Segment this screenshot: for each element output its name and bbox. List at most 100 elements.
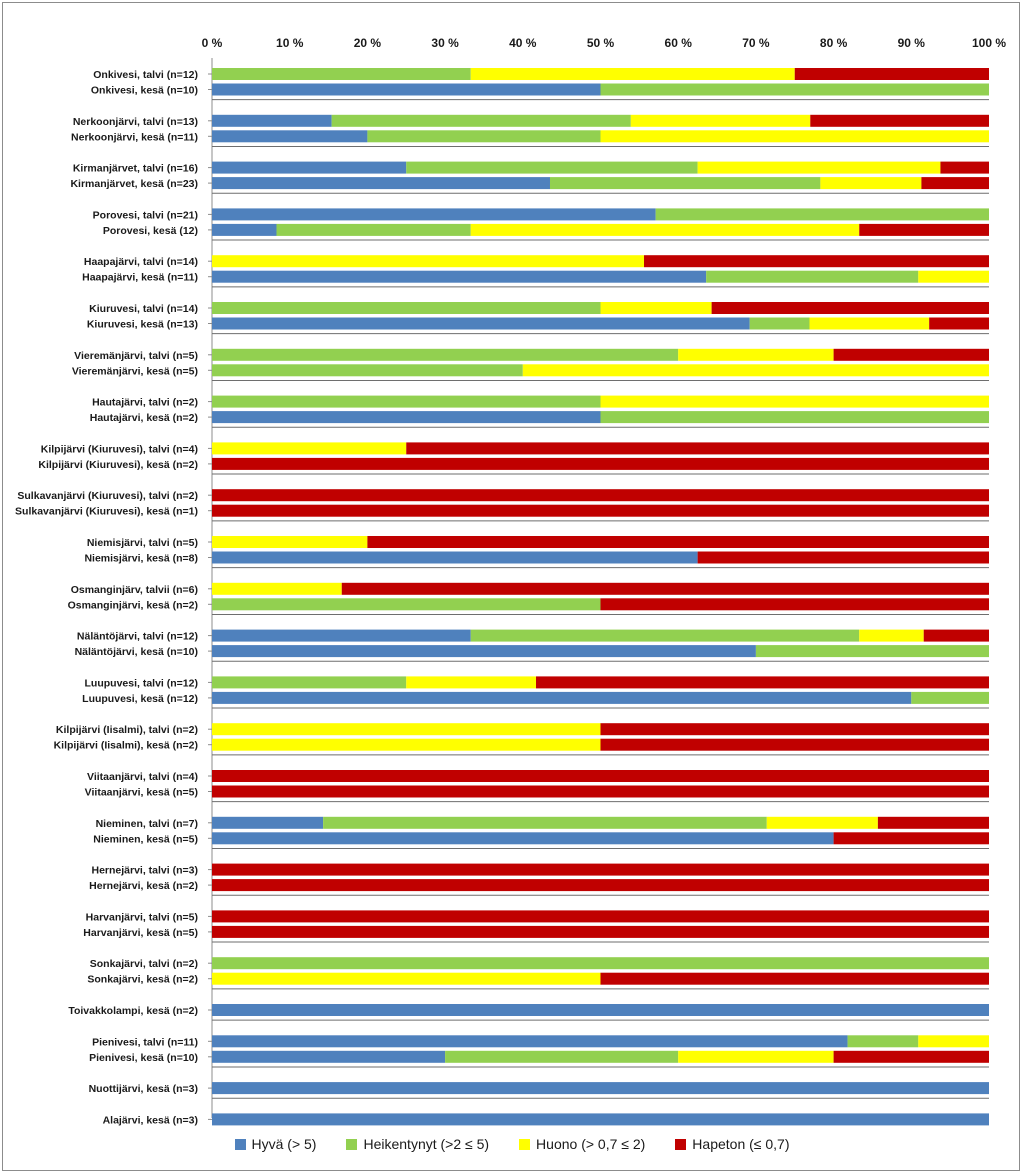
bar-segment xyxy=(470,629,860,642)
category-label: Hernejärvi, talvi (n=3) xyxy=(91,865,198,877)
bar-segment xyxy=(406,676,537,689)
bar-segment xyxy=(600,83,989,96)
category-label: Kilpijärvi (Iisalmi), kesä (n=2) xyxy=(54,740,198,752)
bar-segment xyxy=(749,317,810,330)
bar-segment xyxy=(212,863,989,876)
x-tick-label: 80 % xyxy=(820,36,848,50)
bar-segment xyxy=(918,270,989,283)
x-tick-label: 90 % xyxy=(898,36,926,50)
category-label: Harvanjärvi, kesä (n=5) xyxy=(83,927,198,939)
category-label: Kiuruvesi, talvi (n=14) xyxy=(89,303,198,315)
category-label: Sonkajärvi, talvi (n=2) xyxy=(90,958,198,970)
bar-segment xyxy=(212,302,601,314)
legend-label-hapeton: Hapeton (≤ 0,7) xyxy=(692,1136,790,1152)
bar-segment xyxy=(794,68,989,80)
bar-segment xyxy=(470,68,795,80)
bar-segment xyxy=(212,411,601,424)
x-tick-label: 70 % xyxy=(742,36,770,50)
bar-segment xyxy=(212,629,471,642)
bar-segment xyxy=(600,738,989,751)
bar-segment xyxy=(212,114,332,127)
category-label: Porovesi, talvi (n=21) xyxy=(93,209,198,221)
bar-segment xyxy=(600,598,989,611)
bar-segment xyxy=(212,457,989,470)
chart-legend: Hyvä (> 5) Heikentynyt (>2 ≤ 5) Huono (>… xyxy=(0,1136,1024,1152)
category-label: Näläntöjärvi, kesä (n=10) xyxy=(75,646,198,658)
bar-segment xyxy=(766,816,878,829)
bar-segment xyxy=(212,1082,989,1095)
bar-segment xyxy=(212,504,989,517)
bar-segment xyxy=(859,223,989,236)
bar-segment xyxy=(644,255,989,268)
category-label: Niemisjärvi, talvi (n=5) xyxy=(87,537,198,549)
bar-segment xyxy=(212,177,550,190)
bar-segment xyxy=(600,411,989,424)
bar-segment xyxy=(706,270,919,283)
category-label: Toivakkolampi, kesä (n=2) xyxy=(68,1005,198,1017)
bar-segment xyxy=(833,348,989,361)
category-label: Nerkoonjärvi, talvi (n=13) xyxy=(73,116,198,128)
bar-segment xyxy=(331,114,631,127)
category-label: Harvanjärvi, talvi (n=5) xyxy=(86,911,198,923)
category-label: Osmanginjärvi, kesä (n=2) xyxy=(68,599,198,611)
category-label: Nieminen, kesä (n=5) xyxy=(93,833,198,845)
legend-swatch-hapeton xyxy=(675,1138,687,1150)
bar-segment xyxy=(923,629,989,642)
bar-segment xyxy=(600,130,989,143)
category-label: Kiuruvesi, kesä (n=13) xyxy=(87,319,198,331)
bar-segment xyxy=(212,442,407,455)
bar-segment xyxy=(323,816,767,829)
category-label: Niemisjärvi, kesä (n=8) xyxy=(84,553,198,565)
legend-label-heikentynyt: Heikentynyt (>2 ≤ 5) xyxy=(363,1136,490,1152)
bar-segment xyxy=(212,161,407,174)
bar-segment xyxy=(678,348,834,361)
bar-segment xyxy=(630,114,811,127)
bar-segment xyxy=(655,208,989,221)
legend-swatch-heikentynyt xyxy=(346,1138,358,1150)
x-tick-label: 100 % xyxy=(972,36,1006,50)
category-label: Sulkavanjärvi (Kiuruvesi), talvi (n=2) xyxy=(17,490,198,502)
category-label: Sulkavanjärvi (Kiuruvesi), kesä (n=1) xyxy=(15,506,198,518)
bar-segment xyxy=(212,691,912,704)
legend-item-heikentynyt: Heikentynyt (>2 ≤ 5) xyxy=(346,1136,489,1152)
bar-segment xyxy=(212,68,471,80)
bar-segment xyxy=(697,161,941,174)
bar-segment xyxy=(212,816,324,829)
category-label: Hautajärvi, kesä (n=2) xyxy=(90,412,198,424)
bar-segment xyxy=(940,161,989,174)
bar-segment xyxy=(212,598,601,611)
bar-segment xyxy=(921,177,989,190)
category-label: Viitaanjärvi, kesä (n=5) xyxy=(85,787,198,799)
bar-segment xyxy=(212,723,601,736)
stacked-bar-chart: 0 % 10 % 20 % 30 % 40 % 50 % 60 % 70 % 80 % 90 % 1… xyxy=(15,36,1006,1126)
bar-segment xyxy=(600,395,989,408)
bar-segment xyxy=(406,442,989,455)
bar-segment xyxy=(820,177,922,190)
bar-segment xyxy=(600,723,989,736)
bar-segment xyxy=(755,645,989,658)
bar-segment xyxy=(212,925,989,938)
bar-segment xyxy=(212,270,707,283)
bar-segment xyxy=(212,910,989,923)
x-tick-label: 50 % xyxy=(587,36,615,50)
bar-segment xyxy=(859,629,924,642)
category-label: Luupuvesi, talvi (n=12) xyxy=(85,677,199,689)
bar-segment xyxy=(212,551,698,564)
bar-segment xyxy=(918,1035,989,1048)
bar-segment xyxy=(212,208,656,221)
bar-segment xyxy=(212,957,989,970)
bar-segment xyxy=(877,816,989,829)
category-label: Kirmanjärvet, talvi (n=16) xyxy=(73,163,198,175)
category-label: Porovesi, kesä (12) xyxy=(103,225,198,237)
bar-segment xyxy=(212,348,679,361)
bar-segment xyxy=(212,1050,446,1063)
category-label: Vieremänjärvi, kesä (n=5) xyxy=(72,365,198,377)
category-label: Nieminen, talvi (n=7) xyxy=(96,818,198,830)
bar-segment xyxy=(212,395,601,408)
category-label: Alajärvi, kesä (n=3) xyxy=(103,1114,198,1126)
bar-segment xyxy=(833,1050,989,1063)
category-label: Kilpijärvi (Kiuruvesi), kesä (n=2) xyxy=(38,459,198,471)
bar-segment xyxy=(911,691,989,704)
bar-segment xyxy=(212,489,989,502)
legend-item-huono: Huono (> 0,7 ≤ 2) xyxy=(519,1136,645,1152)
